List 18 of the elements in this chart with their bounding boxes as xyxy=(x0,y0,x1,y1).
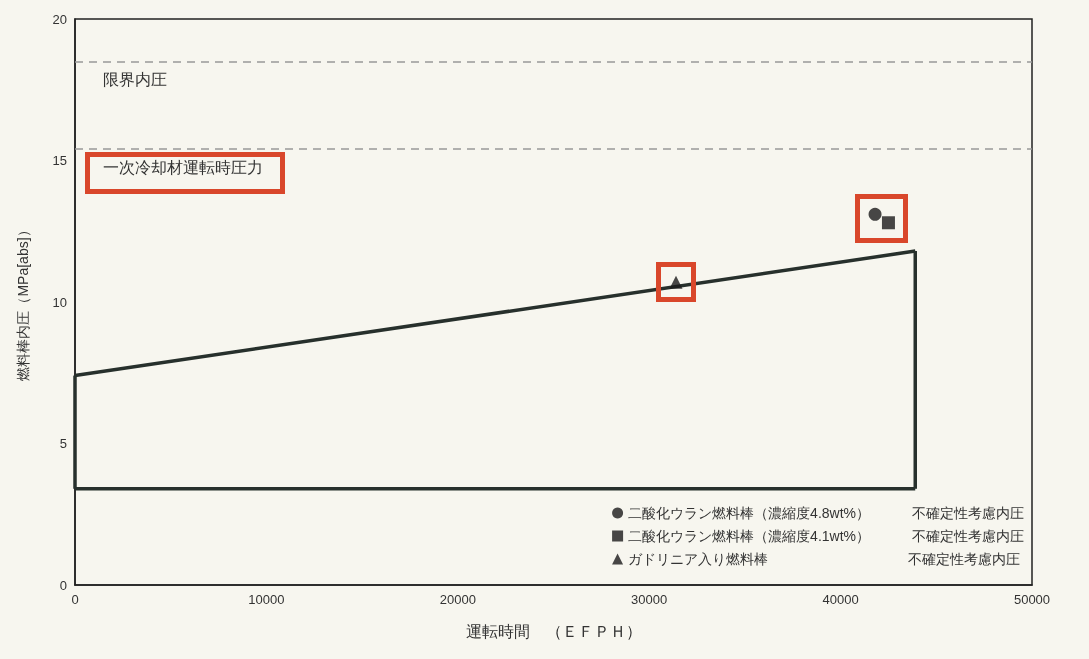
y-axis-title: 燃料棒内圧（MPa[abs]） xyxy=(15,223,31,381)
x-tick-label: 30000 xyxy=(631,592,668,607)
x-tick-label: 0 xyxy=(71,592,79,607)
x-tick-label: 40000 xyxy=(822,592,859,607)
legend-label: 二酸化ウラン燃料棒（濃縮度4.8wt%） 不確定性考慮内圧 xyxy=(628,505,1025,521)
ref-line-label: 限界内圧 xyxy=(103,70,167,88)
x-tick-label: 20000 xyxy=(439,592,476,607)
y-tick-label: 0 xyxy=(59,577,67,593)
legend-label: 二酸化ウラン燃料棒（濃縮度4.1wt%） 不確定性考慮内圧 xyxy=(628,528,1025,544)
ref-line-label: 一次冷却材運転時圧力 xyxy=(103,158,263,176)
legend-label: ガドリニア入り燃料棒 不確定性考慮内圧 xyxy=(628,551,1021,567)
x-tick-label: 50000 xyxy=(1013,592,1051,607)
x-tick-label: 10000 xyxy=(248,592,285,607)
y-tick-label: 15 xyxy=(52,153,67,168)
x-axis-title: 運転時間 （ＥＦＰＨ） xyxy=(465,622,642,640)
y-tick-label: 5 xyxy=(59,436,67,451)
y-tick-label: 20 xyxy=(52,11,67,27)
y-tick-label: 10 xyxy=(52,294,67,310)
